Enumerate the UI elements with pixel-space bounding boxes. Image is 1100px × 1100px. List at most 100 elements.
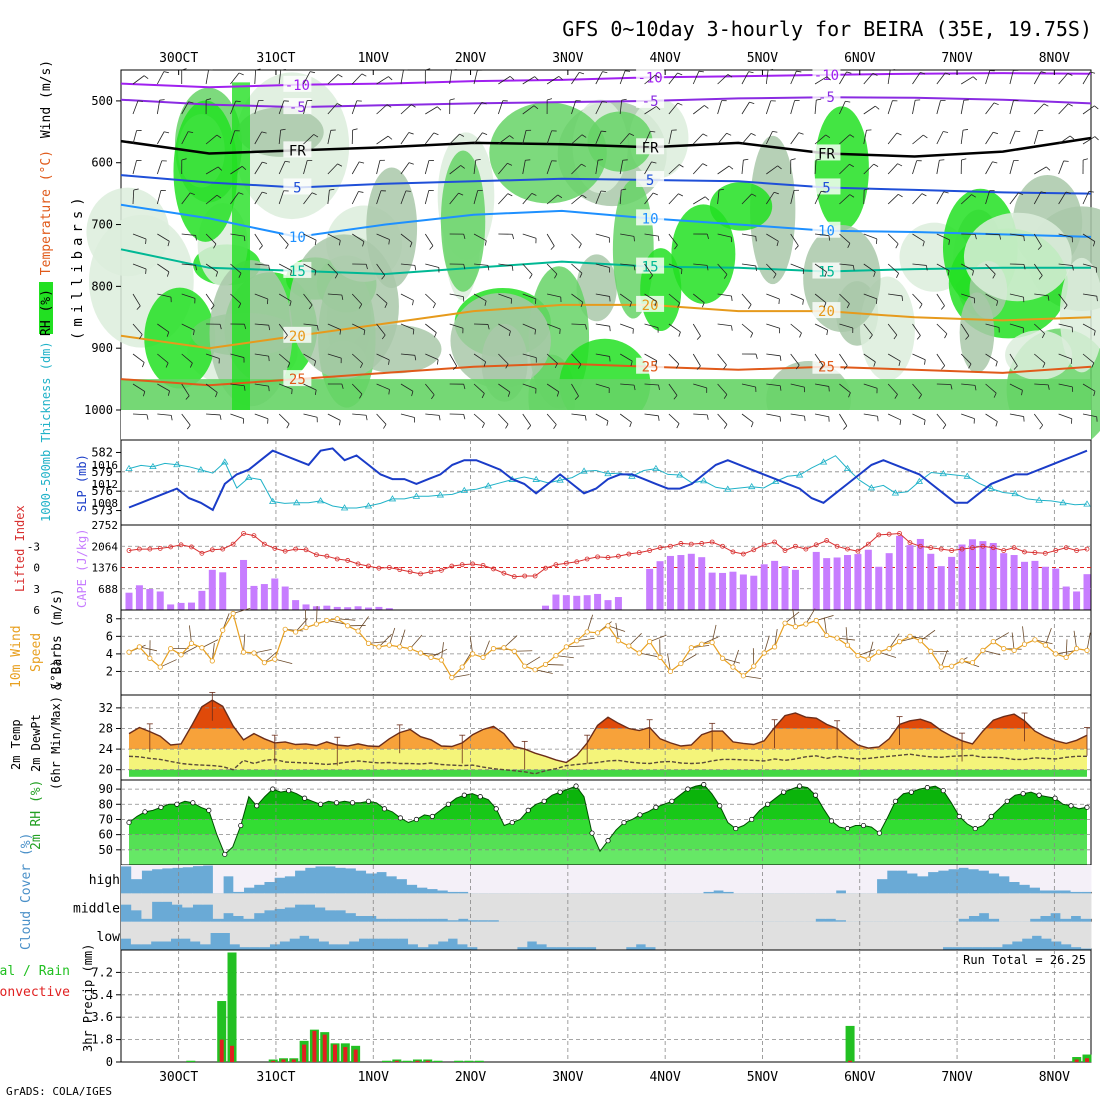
- wind-barb-flag: [942, 424, 947, 430]
- cloud-clear-cell: [160, 921, 171, 942]
- thickness-marker: [771, 477, 780, 484]
- lifted-index-point: [938, 546, 944, 552]
- cloud-clear-cell: [274, 865, 285, 878]
- wind-barb: [522, 383, 537, 389]
- wind-barb: [888, 293, 903, 297]
- wind-barb-flag: [289, 301, 292, 307]
- temp-label-line2: 2m DewPt: [29, 714, 43, 772]
- contour-label-bg: [283, 141, 312, 158]
- wind-barb-flag: [941, 365, 945, 370]
- cloud-clear-cell: [131, 893, 142, 911]
- wind-barb-flag: [799, 332, 802, 338]
- wind10m-point: [542, 661, 549, 668]
- lifted-index-point: [241, 531, 246, 536]
- lifted-index-point: [147, 546, 153, 552]
- cloud-clear-cell: [695, 921, 706, 950]
- cape-bar: [1021, 561, 1029, 610]
- cloud-clear-cell: [999, 893, 1010, 922]
- cape-bar: [750, 575, 758, 610]
- wind10m-point: [240, 649, 247, 655]
- wind10m-barb: [326, 620, 345, 625]
- wind10m-point: [251, 650, 257, 656]
- wind-barb: [814, 100, 817, 115]
- rh-blob: [671, 204, 736, 304]
- wind10m-barb: [649, 634, 667, 642]
- wind-barb-flag: [677, 302, 681, 308]
- wind-barb: [376, 353, 390, 361]
- lifted-index-point: [230, 541, 236, 547]
- cloud-clear-cell: [1021, 921, 1033, 939]
- lifted-index-point: [137, 546, 142, 552]
- chart-title: GFS 0~10day 3-hourly for BEIRA (35E, 19.…: [562, 17, 1092, 41]
- wind10m-point: [751, 663, 757, 669]
- lifted-index-line: [126, 531, 1090, 580]
- cloud-clear-cell: [1009, 893, 1021, 922]
- wind10m-barb: [920, 629, 936, 642]
- contour-label: 15: [642, 260, 659, 276]
- wind-barb-flag: [869, 334, 873, 340]
- cloud-clear-cell: [825, 893, 837, 919]
- wind-barb-flag: [898, 193, 903, 198]
- contour-label: -5: [642, 94, 659, 110]
- wind-barb-flag: [534, 76, 539, 81]
- wind-barb: [278, 323, 288, 336]
- contour-line: [120, 96, 1092, 109]
- wind10m-point: [303, 624, 309, 631]
- cloud-clear-cell: [150, 921, 162, 942]
- wind-barb: [303, 160, 308, 175]
- wind10m-point: [594, 630, 601, 636]
- wind-barb: [132, 263, 147, 270]
- rh-point: [892, 798, 898, 804]
- rh-point: [573, 783, 579, 789]
- wind-barb: [960, 130, 964, 145]
- wind-barb-flag: [755, 236, 757, 242]
- lifted-index-point: [355, 561, 361, 567]
- wind-barb: [156, 190, 162, 205]
- lifted-index-point: [688, 541, 694, 547]
- wind-barb-flag: [1038, 275, 1043, 280]
- wind-barb-flag: [459, 133, 465, 137]
- wind-barb-flag: [181, 158, 187, 161]
- cloud-clear-cell: [498, 865, 510, 894]
- wind-barb-flag: [484, 240, 487, 246]
- wind-barb: [887, 233, 899, 245]
- wind-barb: [181, 413, 191, 426]
- cloud-clear-cell: [794, 865, 806, 894]
- wind-barb-flag: [995, 361, 998, 367]
- lifted-index-path: [128, 532, 1088, 578]
- wind-barb: [790, 263, 804, 270]
- wind-barb: [790, 132, 800, 145]
- wind-barb: [790, 293, 804, 301]
- wind-barb-flag: [1065, 191, 1071, 194]
- wind-barb-flag: [824, 271, 827, 277]
- wind-barb: [1033, 103, 1045, 115]
- cloud-clear-cell: [468, 893, 479, 921]
- contour-label: 25: [642, 360, 659, 376]
- wind-barb-flag: [505, 423, 509, 429]
- wind-barb: [595, 160, 599, 175]
- wind10m-barb: [1055, 650, 1074, 655]
- wind-barb: [985, 233, 1000, 236]
- wind10m-label-line1: 10m Wind: [9, 625, 24, 688]
- wind-barb: [887, 353, 901, 362]
- cloud-clear-cell: [570, 893, 581, 922]
- thickness-marker: [436, 491, 445, 498]
- lifted-index-point: [782, 548, 788, 553]
- wind10m-barb: [816, 615, 834, 621]
- wind-barb: [327, 103, 338, 115]
- wind10m-point: [772, 644, 778, 650]
- cape-bar: [927, 553, 935, 610]
- tick-label: 4: [106, 647, 113, 661]
- wind-barb: [571, 100, 577, 115]
- wind-barb-flag: [193, 330, 195, 336]
- thickness-marker: [460, 486, 469, 493]
- wind-barb-flag: [849, 163, 854, 168]
- wind-barb-flag: [750, 133, 756, 136]
- wind-barb: [522, 130, 527, 145]
- cloud-clear-cell: [774, 865, 786, 894]
- wind-barb: [863, 413, 878, 417]
- rh-point: [381, 806, 388, 812]
- cloud-clear-cell: [202, 865, 214, 866]
- wind10m-barb: [451, 674, 470, 678]
- wind-barb: [595, 353, 610, 357]
